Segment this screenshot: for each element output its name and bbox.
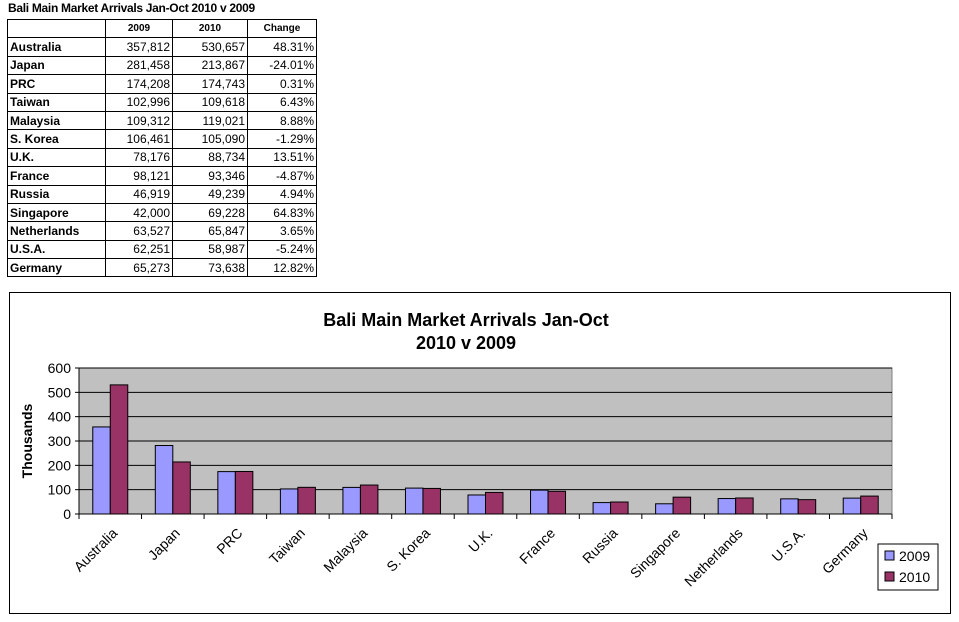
bar-2010 xyxy=(485,491,504,515)
y-tick-label: 600 xyxy=(48,360,72,376)
bar-2009 xyxy=(530,489,549,515)
bar-2009 xyxy=(592,502,612,515)
value-cell: 213,867 xyxy=(172,55,248,76)
value-cell: 119,021 xyxy=(172,110,248,131)
value-cell: 78,176 xyxy=(105,147,173,168)
value-cell: 109,618 xyxy=(172,92,248,112)
x-tick-label: Japan xyxy=(145,525,183,563)
change-cell: 13.51% xyxy=(247,147,317,168)
change-cell: 12.82% xyxy=(247,258,317,278)
bar-2009 xyxy=(780,498,799,515)
x-tick-label: S. Korea xyxy=(383,525,433,575)
value-cell: 69,228 xyxy=(172,202,248,223)
bar-2010 xyxy=(672,496,692,515)
bar-2010 xyxy=(297,486,316,515)
table-row: Russia 46,919 49,239 4.94% xyxy=(7,184,317,204)
bar-2010 xyxy=(735,497,754,515)
legend-label: 2009 xyxy=(899,548,930,564)
change-cell: -4.87% xyxy=(247,166,317,186)
y-axis-label: Thousands xyxy=(19,403,35,478)
table-row: PRC 174,208 174,743 0.31% xyxy=(7,74,317,94)
value-cell: 174,743 xyxy=(172,74,248,94)
change-cell: 4.94% xyxy=(247,184,317,204)
bar-2009 xyxy=(842,497,862,515)
y-tick-label: 400 xyxy=(48,409,72,425)
table-row: Germany 65,273 73,638 12.82% xyxy=(7,258,317,278)
bar-2009 xyxy=(467,494,486,515)
x-tick-label: Malaysia xyxy=(320,525,371,576)
value-cell: 174,208 xyxy=(105,74,173,94)
value-cell: 65,847 xyxy=(172,221,248,241)
table-row: Australia 357,812 530,657 48.31% xyxy=(7,37,317,57)
value-cell: 105,090 xyxy=(172,129,248,149)
bar-2009 xyxy=(655,503,674,515)
x-tick-label: Taiwan xyxy=(266,525,308,567)
change-cell: -1.29% xyxy=(247,129,317,149)
chart-subtitle: 2010 v 2009 xyxy=(416,333,516,353)
chart-title: Bali Main Market Arrivals Jan-Oct xyxy=(323,310,608,330)
bar-2010 xyxy=(109,384,129,515)
table-row: S. Korea 106,461 105,090 -1.29% xyxy=(7,129,317,149)
value-cell: 102,996 xyxy=(105,92,173,112)
x-tick-label: France xyxy=(516,525,558,567)
value-cell: 42,000 xyxy=(105,202,173,223)
change-cell: 3.65% xyxy=(247,221,317,241)
table-title: Bali Main Market Arrivals Jan-Oct 2010 v… xyxy=(8,1,255,15)
x-tick-label: U.K. xyxy=(465,525,496,556)
value-cell: 73,638 xyxy=(172,258,248,278)
country-cell: Germany xyxy=(7,258,106,278)
value-cell: 65,273 xyxy=(105,258,173,278)
value-cell: 93,346 xyxy=(172,166,248,186)
value-cell: 62,251 xyxy=(105,239,173,260)
bar-2010 xyxy=(797,499,817,515)
value-cell: 98,121 xyxy=(105,166,173,186)
y-tick-label: 200 xyxy=(48,457,72,473)
bar-2010 xyxy=(234,470,254,515)
y-tick-label: 100 xyxy=(48,482,72,498)
legend-label: 2010 xyxy=(899,569,930,585)
bar-2009 xyxy=(404,487,424,515)
bar-2010 xyxy=(359,484,379,515)
y-tick-label: 300 xyxy=(48,433,72,449)
legend-swatch-2009 xyxy=(884,550,895,561)
x-tick-label: U.S.A. xyxy=(768,525,808,565)
y-tick-label: 500 xyxy=(48,384,72,400)
bar-2010 xyxy=(422,487,441,515)
change-cell: 6.43% xyxy=(247,92,317,112)
chart-frame xyxy=(9,292,951,614)
x-tick-label: Netherlands xyxy=(681,525,746,590)
bar-2009 xyxy=(717,498,737,515)
country-cell: PRC xyxy=(7,74,106,94)
country-cell: Japan xyxy=(7,55,106,76)
x-tick-label: Australia xyxy=(71,525,121,575)
change-cell: -5.24% xyxy=(247,239,317,260)
x-tick-label: Singapore xyxy=(627,525,684,582)
table-row: France 98,121 93,346 -4.87% xyxy=(7,166,317,186)
table-row: Taiwan 102,996 109,618 6.43% xyxy=(7,92,317,112)
table-row: U.K. 78,176 88,734 13.51% xyxy=(7,147,317,168)
x-tick-label: PRC xyxy=(213,525,245,557)
bar-2010 xyxy=(860,495,879,515)
bar-2010 xyxy=(172,461,191,515)
bar-2009 xyxy=(342,486,361,515)
bar-2009 xyxy=(217,471,236,515)
bar-2009 xyxy=(92,426,111,515)
bar-2009 xyxy=(279,488,299,515)
table-row: Netherlands 63,527 65,847 3.65% xyxy=(7,221,317,241)
x-tick-label: Germany xyxy=(819,525,871,577)
bar-2009 xyxy=(154,445,174,515)
x-tick-label: Russia xyxy=(579,525,621,567)
bar-2010 xyxy=(547,490,567,515)
bar-2010 xyxy=(610,501,629,515)
value-cell: 58,987 xyxy=(172,239,248,260)
y-tick-label: 0 xyxy=(63,506,71,522)
table-header-row: 2009 2010 Change xyxy=(7,18,317,39)
value-cell: 88,734 xyxy=(172,147,248,168)
arrivals-table: 2009 2010 Change Australia 357,812 530,657… xyxy=(7,18,317,278)
table-row: U.S.A. 62,251 58,987 -5.24% xyxy=(7,239,317,260)
legend-swatch-2010 xyxy=(884,571,895,582)
